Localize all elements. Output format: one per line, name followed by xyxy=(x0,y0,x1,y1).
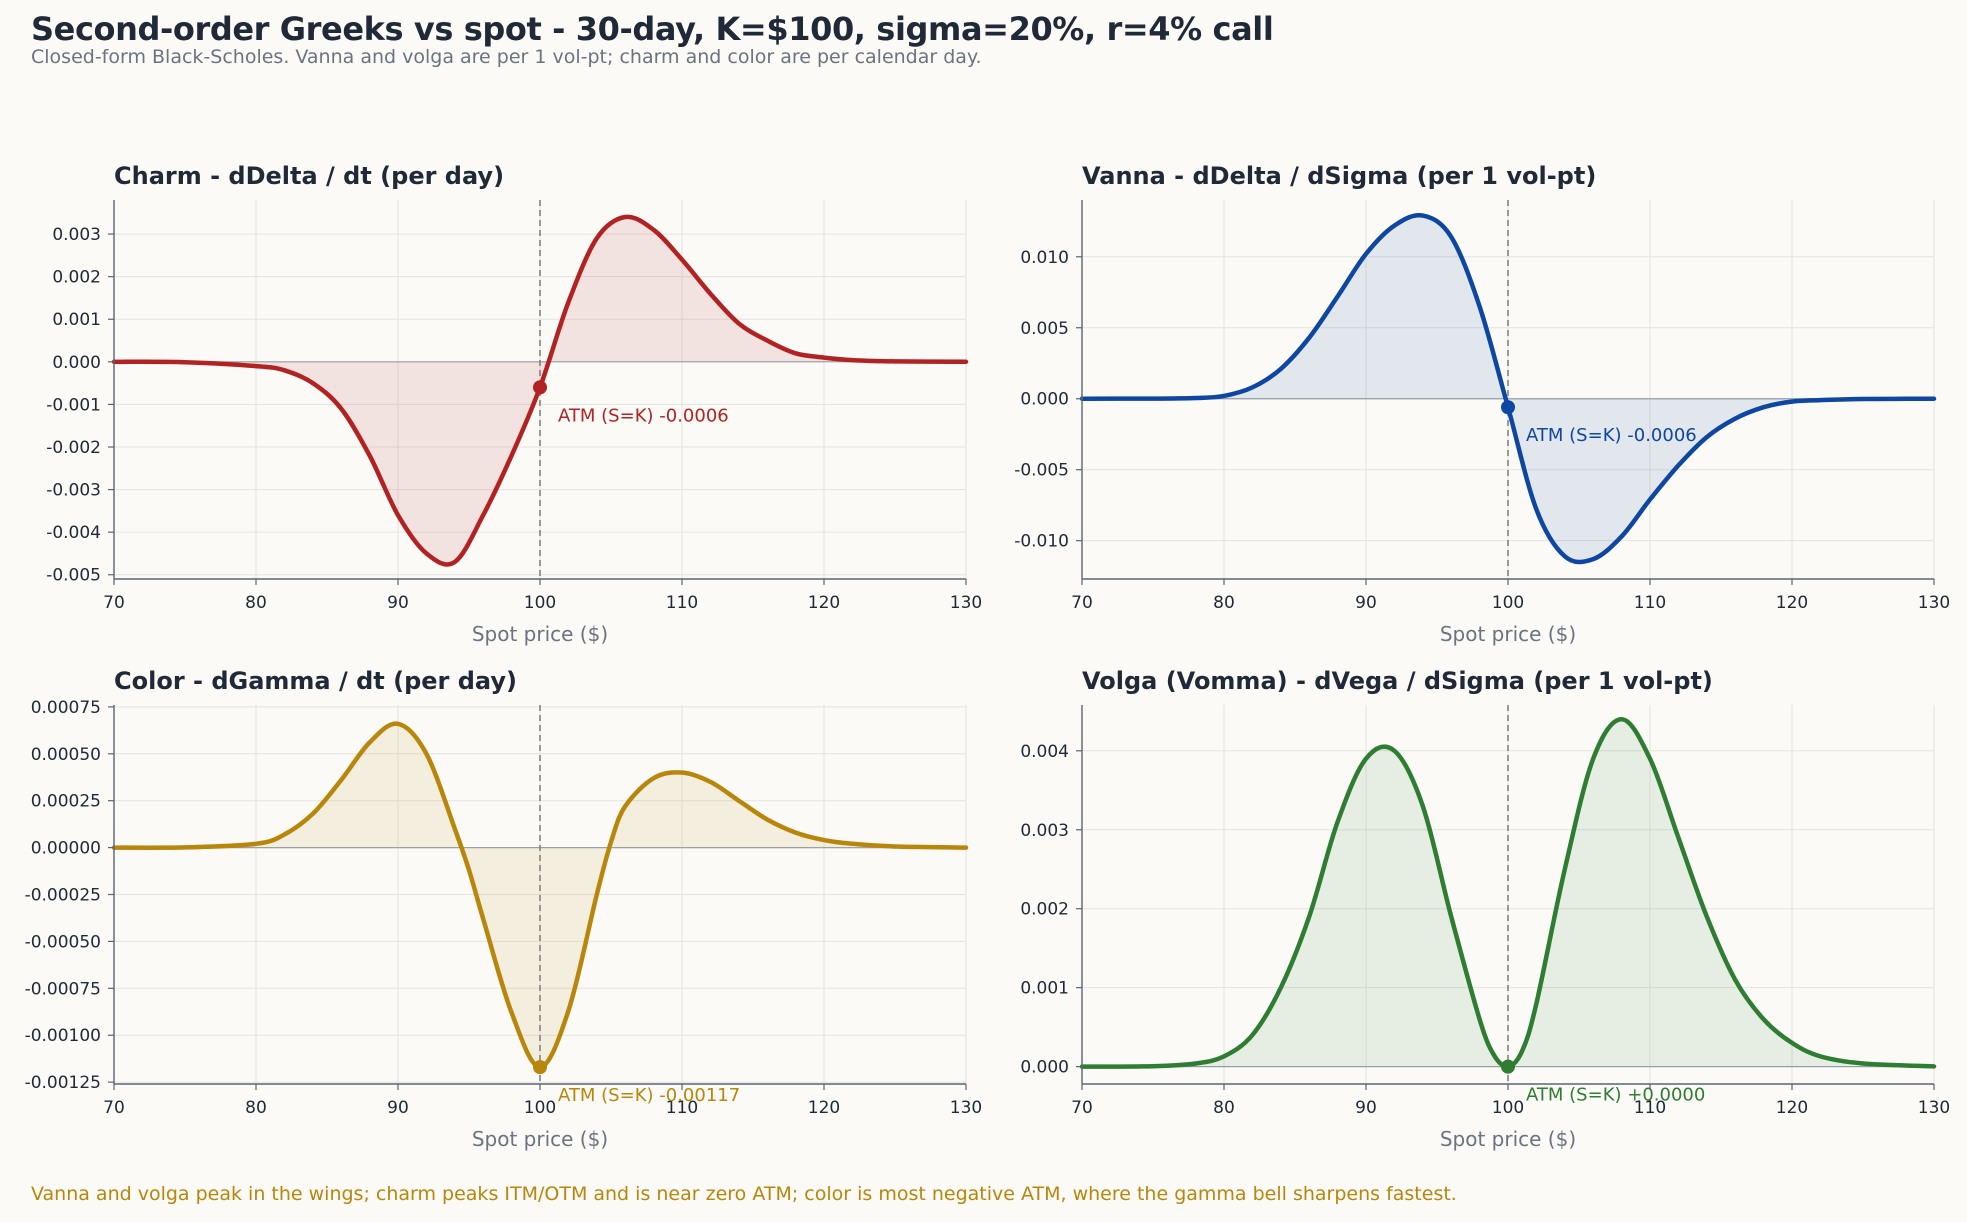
y-tick-label: 0.010 xyxy=(1020,248,1069,268)
x-tick-label: 110 xyxy=(666,593,698,613)
series-line xyxy=(111,721,969,1070)
x-tick-label: 110 xyxy=(1634,593,1666,613)
y-tick-label: 0.00025 xyxy=(31,792,101,812)
atm-annotation: ATM (S=K) -0.00117 xyxy=(558,1085,740,1106)
x-tick-label: 70 xyxy=(103,593,125,613)
atm-annotation: ATM (S=K) -0.0006 xyxy=(558,405,729,426)
panel-title: Color - dGamma / dt (per day) xyxy=(114,667,517,695)
x-tick-label: 90 xyxy=(1355,1098,1377,1118)
panel-title: Volga (Vomma) - dVega / dSigma (per 1 vo… xyxy=(1082,667,1713,695)
atm-marker xyxy=(1501,400,1515,415)
chart-panel-2: 70 80 90 100 110 120 130 0.010 0.005 0.000 -0.005 -… xyxy=(1014,162,1950,646)
x-tick-label: 120 xyxy=(1776,593,1808,613)
x-tick-label: 100 xyxy=(1492,593,1524,613)
y-tick-label: -0.001 xyxy=(46,395,101,415)
x-tick-label: 120 xyxy=(1776,1098,1808,1118)
chart-panel-3: 70 80 90 100 110 120 130 0.00075 0.00050 0.00025 0… xyxy=(25,667,983,1151)
y-tick-label: 0.000 xyxy=(1020,1058,1069,1078)
x-tick-label: 70 xyxy=(1071,1098,1093,1118)
y-tick-label: 0.000 xyxy=(1020,390,1069,410)
y-tick-label: -0.00100 xyxy=(25,1026,101,1046)
y-tick-label: -0.010 xyxy=(1014,532,1069,552)
x-axis-label: Spot price ($) xyxy=(472,1127,608,1151)
y-tick-label: -0.005 xyxy=(1014,461,1069,481)
y-tick-label: -0.00075 xyxy=(25,979,101,999)
x-tick-label: 90 xyxy=(1355,593,1377,613)
x-tick-label: 90 xyxy=(387,593,409,613)
atm-annotation: ATM (S=K) -0.0006 xyxy=(1526,425,1697,446)
y-tick-label: 0.003 xyxy=(52,225,101,245)
series-line xyxy=(111,214,969,567)
atm-marker xyxy=(533,380,547,395)
x-tick-label: 90 xyxy=(387,1098,409,1118)
x-tick-label: 70 xyxy=(1071,593,1093,613)
panel-title: Vanna - dDelta / dSigma (per 1 vol-pt) xyxy=(1082,162,1596,190)
x-tick-label: 80 xyxy=(245,593,267,613)
x-tick-label: 130 xyxy=(950,593,982,613)
page-title: Second-order Greeks vs spot - 30-day, K=… xyxy=(31,10,1274,48)
atm-marker xyxy=(1501,1059,1515,1074)
y-tick-label: 0.000 xyxy=(52,353,101,373)
series-area xyxy=(1082,719,1934,1067)
y-tick-label: -0.002 xyxy=(46,438,101,458)
y-tick-label: 0.00075 xyxy=(31,698,101,718)
y-tick-label: -0.00050 xyxy=(25,932,101,952)
y-tick-label: 0.001 xyxy=(52,310,101,330)
x-axis-label: Spot price ($) xyxy=(1440,622,1576,646)
y-tick-label: 0.005 xyxy=(1020,319,1069,339)
y-tick-label: -0.005 xyxy=(46,566,101,586)
x-tick-label: 80 xyxy=(245,1098,267,1118)
y-tick-label: 0.004 xyxy=(1020,742,1069,762)
y-tick-label: -0.004 xyxy=(46,523,101,543)
x-axis-label: Spot price ($) xyxy=(472,622,608,646)
x-axis-label: Spot price ($) xyxy=(1440,1127,1576,1151)
y-tick-label: 0.00050 xyxy=(31,745,101,765)
chart-panel-1: 70 80 90 100 110 120 130 0.003 0.002 0.001 0.000 -0… xyxy=(46,162,982,646)
x-tick-label: 130 xyxy=(1918,593,1950,613)
x-tick-label: 100 xyxy=(524,1098,556,1118)
atm-annotation: ATM (S=K) +0.0000 xyxy=(1526,1085,1705,1106)
x-tick-label: 130 xyxy=(1918,1098,1950,1118)
x-tick-label: 120 xyxy=(808,593,840,613)
page-subtitle: Closed-form Black-Scholes. Vanna and vol… xyxy=(31,46,982,68)
y-tick-label: 0.00000 xyxy=(31,839,101,859)
x-tick-label: 130 xyxy=(950,1098,982,1118)
chart-panel-4: 70 80 90 100 110 120 130 0.004 0.003 0.002 0.001 0.… xyxy=(1020,667,1950,1151)
x-tick-label: 110 xyxy=(666,1098,698,1118)
y-tick-label: -0.00125 xyxy=(25,1073,101,1093)
panel-title: Charm - dDelta / dt (per day) xyxy=(114,162,504,190)
y-tick-label: 0.002 xyxy=(1020,900,1069,920)
x-tick-label: 80 xyxy=(1213,593,1235,613)
y-tick-label: 0.002 xyxy=(52,268,101,288)
x-tick-label: 100 xyxy=(1492,1098,1524,1118)
x-tick-label: 80 xyxy=(1213,1098,1235,1118)
x-tick-label: 100 xyxy=(524,593,556,613)
x-tick-label: 120 xyxy=(808,1098,840,1118)
y-tick-label: 0.001 xyxy=(1020,979,1069,999)
footnote: Vanna and volga peak in the wings; charm… xyxy=(31,1183,1457,1205)
y-tick-label: 0.003 xyxy=(1020,821,1069,841)
y-tick-label: -0.00025 xyxy=(25,886,101,906)
x-tick-label: 70 xyxy=(103,1098,125,1118)
y-tick-label: -0.003 xyxy=(46,481,101,501)
atm-marker xyxy=(533,1060,547,1075)
x-tick-label: 110 xyxy=(1634,1098,1666,1118)
